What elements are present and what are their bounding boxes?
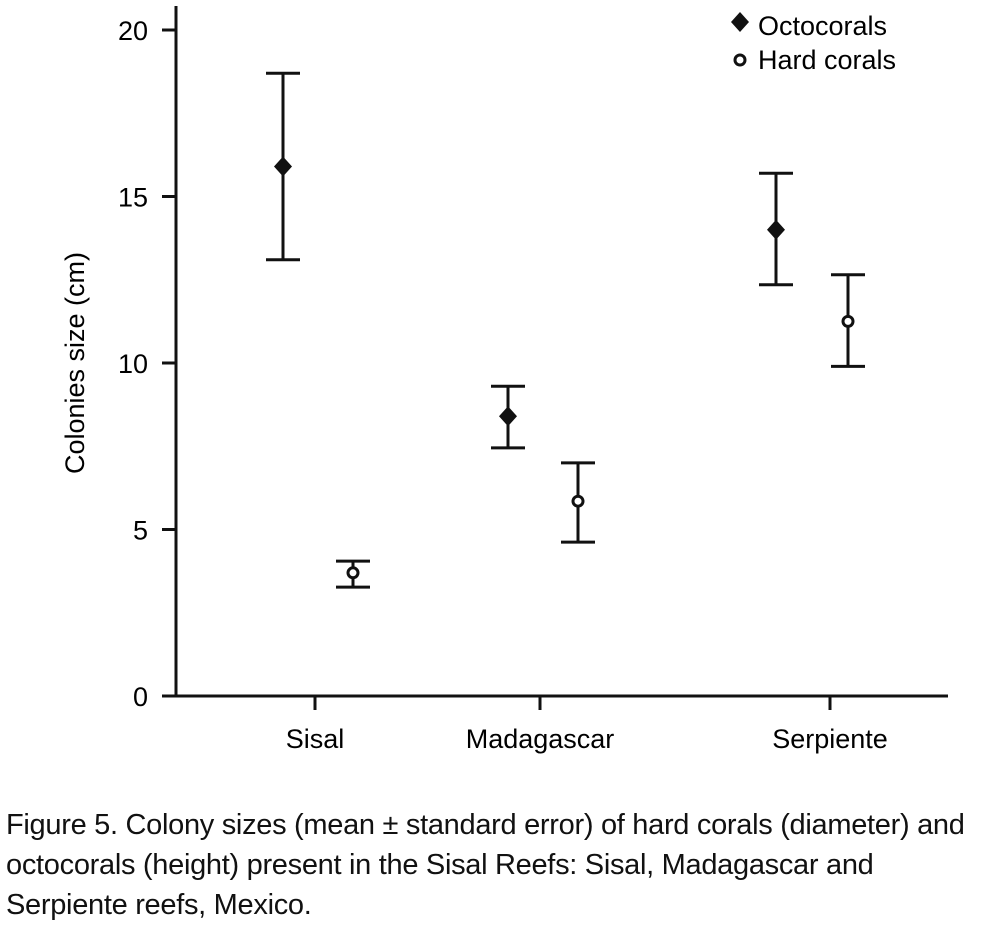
- y-tick-label: 0: [133, 682, 148, 712]
- x-tick-label: Serpiente: [772, 724, 888, 754]
- data-point-hard-corals: [336, 559, 370, 589]
- x-tick-label: Sisal: [286, 724, 345, 754]
- y-tick-label: 10: [118, 349, 148, 379]
- x-tick-label: Madagascar: [466, 724, 615, 754]
- data-point-hard-corals: [561, 461, 595, 544]
- circle-marker: [841, 314, 855, 328]
- data-point-hard-corals: [831, 273, 865, 368]
- figure-caption: Figure 5. Colony sizes (mean ± standard …: [6, 809, 965, 921]
- y-tick-label: 5: [133, 516, 148, 546]
- marks: [266, 71, 865, 589]
- y-tick-label: 20: [118, 16, 148, 46]
- diamond-marker: [767, 219, 785, 240]
- legend: Octocorals Hard corals: [731, 11, 896, 75]
- y-tick-label: 15: [118, 183, 148, 213]
- legend-circle-icon: [733, 53, 747, 67]
- circle-marker: [346, 566, 360, 580]
- legend-diamond-icon: [731, 12, 749, 32]
- data-point-octocorals: [266, 71, 300, 262]
- legend-label: Octocorals: [758, 11, 887, 41]
- diamond-marker: [499, 406, 517, 427]
- axes: 0 5 10 15 20 Sisal Madagascar Serpiente: [118, 6, 948, 754]
- chart: 0 5 10 15 20 Sisal Madagascar Serpiente Octocor…: [60, 6, 948, 754]
- data-point-octocorals: [491, 384, 525, 450]
- data-point-octocorals: [759, 171, 793, 287]
- legend-label: Hard corals: [758, 45, 896, 75]
- diamond-marker: [274, 156, 292, 177]
- y-axis-label: Colonies size (cm): [60, 252, 90, 474]
- circle-marker: [571, 494, 585, 508]
